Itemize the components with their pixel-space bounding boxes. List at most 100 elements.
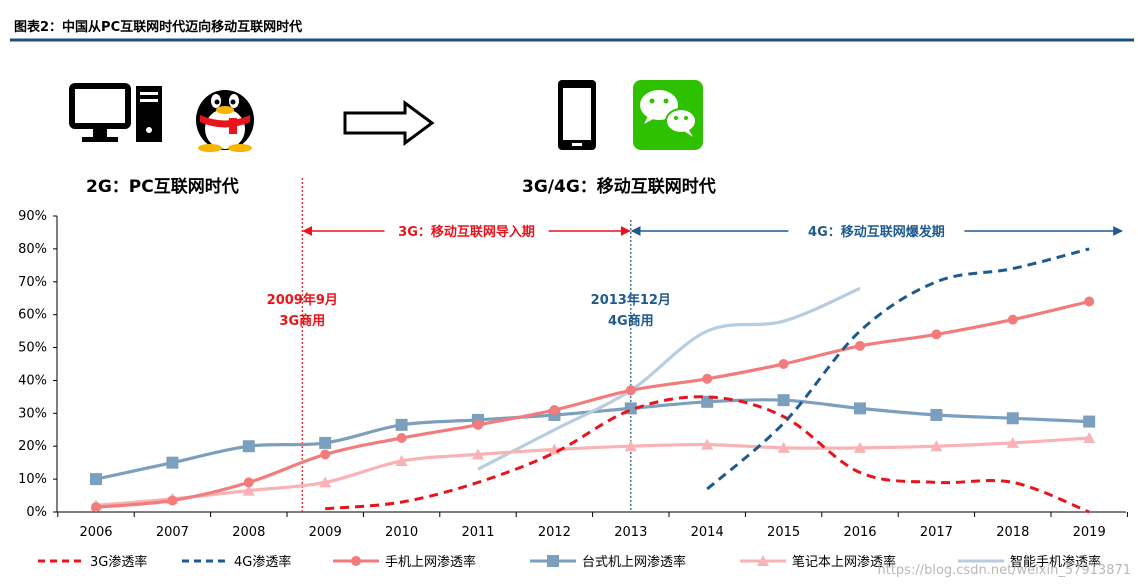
series-4 — [90, 394, 1096, 486]
phase-4g: 4G：移动互联网爆发期 — [630, 224, 1123, 240]
annotation-3g-text: 3G商用 — [279, 313, 325, 329]
legend-marker — [547, 555, 559, 567]
series-line — [325, 395, 1090, 514]
figure-title: 图表2：中国从PC互联网时代迈向移动互联网时代 — [14, 19, 302, 35]
annotation-4g-date: 2013年12月 — [591, 292, 671, 308]
series-1 — [325, 395, 1090, 514]
data-point — [166, 456, 179, 469]
watermark: https://blog.csdn.net/weixin_57913871 — [877, 563, 1131, 578]
phase-3g: 3G：移动互联网导入期 — [302, 224, 631, 240]
data-point — [395, 455, 408, 467]
y-tick-label: 80% — [18, 242, 47, 257]
x-tick-label: 2012 — [538, 525, 571, 540]
data-point — [854, 402, 866, 415]
data-point — [777, 394, 790, 407]
series-2 — [706, 247, 1090, 491]
data-point — [396, 433, 407, 443]
y-tick-label: 50% — [18, 341, 47, 356]
data-point — [931, 329, 942, 340]
series-5 — [90, 432, 1096, 511]
legend-label: 台式机上网渗透率 — [582, 554, 686, 570]
annotation-4g: 2013年12月 4G商用 — [591, 292, 671, 329]
series-layer — [90, 247, 1096, 514]
legend-label: 笔记本上网渗透率 — [792, 554, 896, 570]
data-point — [701, 438, 714, 450]
data-point — [930, 440, 943, 452]
y-tick-label: 30% — [18, 406, 47, 421]
legend-marker — [351, 556, 361, 566]
legend-item: 台式机上网渗透率 — [530, 554, 686, 570]
data-point — [395, 418, 408, 431]
data-point — [242, 484, 255, 496]
y-tick-label: 70% — [18, 275, 47, 290]
x-tick-label: 2009 — [309, 525, 342, 540]
qq-penguin-icon — [196, 90, 254, 152]
x-tick-label: 2015 — [767, 525, 800, 540]
legend-marker — [757, 555, 769, 566]
annotation-4g-text: 4G商用 — [608, 313, 654, 329]
series-line — [477, 286, 861, 471]
y-axis: 0% 10% 20% 30% 40% 50% 60% 70% 80% 90% — [18, 209, 58, 520]
legend-label: 3G渗透率 — [90, 554, 147, 570]
y-tick-label: 90% — [18, 209, 47, 224]
data-point — [242, 440, 255, 453]
data-point — [1006, 412, 1019, 425]
x-tick-label: 2016 — [843, 525, 876, 540]
legend-label: 智能手机渗透率 — [1010, 554, 1101, 570]
data-point — [702, 373, 713, 384]
y-tick-label: 40% — [18, 373, 47, 388]
legend-item: 3G渗透率 — [38, 554, 147, 570]
y-tick-label: 0% — [26, 505, 47, 520]
data-point — [1007, 314, 1018, 325]
data-point — [90, 473, 102, 486]
data-point — [930, 408, 943, 421]
x-tick-label: 2011 — [461, 525, 494, 540]
data-point — [855, 340, 865, 351]
legend: 3G渗透率 4G渗透率 手机上网渗透率 台式机上网渗透率 笔记本上网渗透率 智能手机渗透率 — [38, 554, 1101, 570]
smartphone-icon — [558, 80, 596, 150]
annotation-3g: 2009年9月 3G商用 — [267, 292, 338, 329]
data-point — [1083, 432, 1096, 443]
x-tick-label: 2013 — [614, 525, 647, 540]
phase-3g-label: 3G：移动互联网导入期 — [398, 224, 535, 240]
data-point — [1006, 436, 1019, 448]
x-tick-label: 2010 — [385, 525, 418, 540]
y-tick-label: 20% — [18, 439, 47, 454]
era-label-pc: 2G：PC互联网时代 — [86, 176, 239, 197]
x-tick-label: 2006 — [79, 525, 112, 540]
data-point — [549, 405, 560, 416]
data-point — [473, 419, 483, 430]
data-point — [701, 395, 714, 408]
wechat-icon — [633, 80, 703, 150]
annotation-3g-date: 2009年9月 — [267, 292, 338, 308]
data-point — [854, 441, 866, 453]
y-tick-label: 10% — [18, 472, 47, 487]
data-point — [778, 359, 789, 369]
legend-item: 手机上网渗透率 — [333, 554, 476, 570]
era-label-mobile: 3G/4G：移动互联网时代 — [522, 176, 716, 197]
right-arrow-icon — [343, 100, 435, 146]
legend-label: 手机上网渗透率 — [385, 554, 476, 570]
desktop-computer-icon — [69, 83, 162, 142]
legend-item: 4G渗透率 — [182, 554, 291, 570]
x-tick-label: 2014 — [691, 525, 724, 540]
x-tick-label: 2008 — [232, 525, 265, 540]
series-3 — [91, 296, 1095, 513]
x-tick-label: 2019 — [1073, 525, 1106, 540]
data-point — [319, 436, 332, 449]
series-line — [706, 247, 1090, 491]
series-line — [95, 436, 1090, 507]
data-point — [91, 502, 101, 513]
data-point — [625, 385, 636, 396]
legend-item: 笔记本上网渗透率 — [740, 554, 896, 570]
series-6 — [477, 286, 861, 471]
legend-item: 智能手机渗透率 — [958, 554, 1101, 570]
data-point — [243, 477, 254, 488]
data-point — [1084, 296, 1095, 307]
phase-4g-label: 4G：移动互联网爆发期 — [808, 224, 945, 240]
x-tick-label: 2018 — [996, 525, 1029, 540]
data-point — [624, 440, 637, 452]
data-point — [319, 476, 332, 488]
